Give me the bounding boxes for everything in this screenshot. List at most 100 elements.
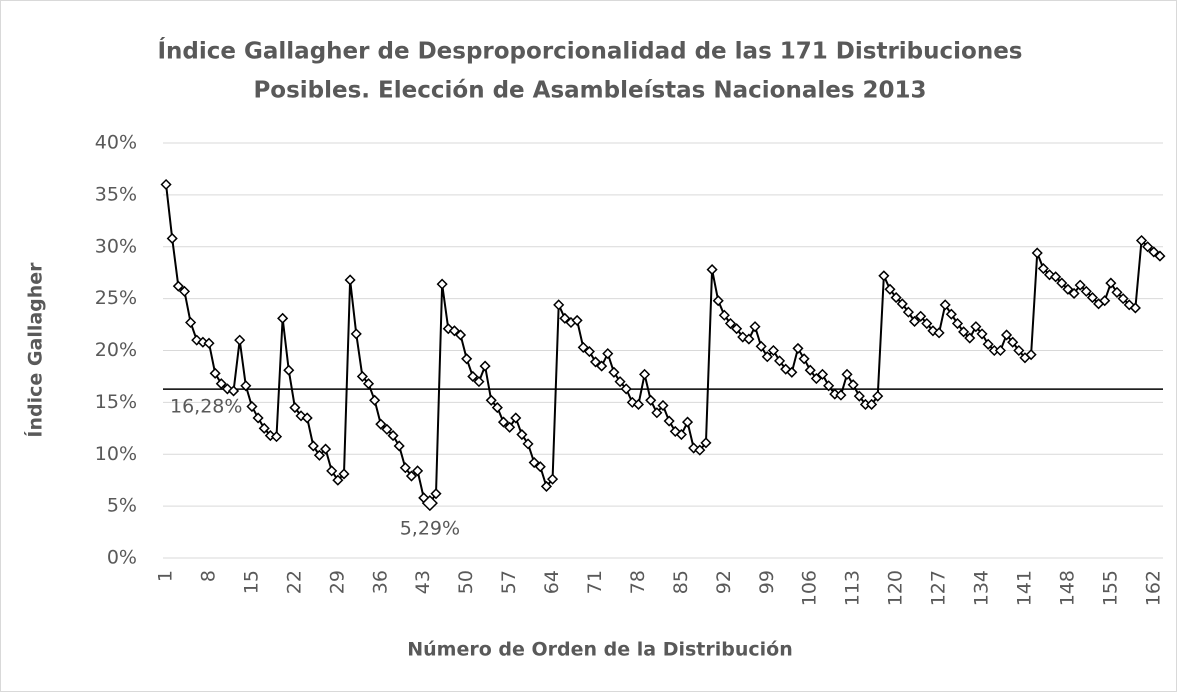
x-tick-label: 162	[1142, 570, 1164, 606]
data-point	[681, 416, 694, 428]
data-point	[810, 372, 822, 385]
x-tick-label: 134	[971, 570, 993, 606]
data-point	[412, 465, 424, 477]
x-tick-label: 64	[541, 570, 563, 594]
data-point	[1123, 299, 1135, 311]
data-point	[761, 351, 773, 363]
data-point	[632, 398, 645, 411]
data-point	[369, 394, 381, 406]
data-point	[669, 425, 681, 437]
data-point	[234, 334, 246, 346]
data-point	[896, 298, 908, 310]
data-point	[497, 416, 510, 428]
data-point	[639, 368, 651, 380]
data-point	[1031, 247, 1043, 259]
data-point	[724, 317, 737, 330]
x-tick-label: 36	[369, 570, 391, 594]
data-point	[1013, 344, 1025, 357]
data-point	[951, 317, 964, 330]
x-tick-label: 71	[584, 570, 606, 594]
data-point	[915, 310, 927, 322]
data-point	[534, 461, 546, 473]
data-point	[694, 444, 706, 456]
data-point	[1111, 286, 1123, 298]
data-point	[209, 367, 221, 379]
data-point	[252, 412, 264, 424]
data-point	[964, 332, 976, 344]
x-tick-label: 57	[498, 570, 520, 594]
chart-title: Índice Gallagher de Desproporcionalidad …	[158, 37, 1023, 65]
data-point	[1000, 329, 1013, 341]
data-point	[1148, 246, 1160, 258]
data-point	[332, 474, 344, 486]
data-point	[804, 364, 816, 376]
data-point	[467, 370, 479, 382]
data-point	[816, 368, 829, 380]
data-point	[227, 385, 240, 397]
data-point	[1154, 250, 1166, 262]
reference-label: 16,28%	[170, 396, 242, 418]
y-tick-label: 40%	[95, 132, 137, 154]
data-point	[461, 353, 473, 365]
data-point	[405, 470, 418, 482]
data-point	[596, 360, 608, 372]
data-point	[522, 438, 534, 450]
data-point	[614, 376, 626, 388]
data-point	[970, 321, 982, 333]
data-point	[221, 383, 233, 395]
x-tick-label: 8	[198, 570, 220, 582]
data-point	[258, 422, 270, 434]
data-point	[731, 323, 743, 335]
data-point	[737, 331, 749, 343]
x-tick-label: 29	[326, 570, 348, 594]
data-point	[246, 400, 258, 413]
data-point	[945, 308, 957, 320]
data-point	[356, 370, 368, 382]
data-point	[553, 299, 565, 311]
data-point	[608, 366, 620, 378]
data-point	[890, 292, 902, 304]
x-tick-label: 50	[455, 570, 477, 594]
data-point	[1086, 292, 1099, 304]
data-point	[902, 306, 914, 318]
data-point	[1037, 262, 1049, 275]
x-tick-label: 141	[1013, 570, 1035, 606]
x-tick-label: 92	[713, 570, 735, 594]
data-point	[1068, 287, 1080, 299]
data-point	[178, 285, 191, 297]
data-point	[399, 462, 411, 474]
data-point	[583, 345, 595, 358]
data-point	[528, 456, 540, 469]
data-point	[933, 327, 945, 339]
x-tick-label: 1	[155, 570, 177, 582]
data-point	[421, 495, 438, 512]
data-point	[240, 380, 252, 392]
data-point	[473, 376, 485, 388]
data-point	[958, 326, 970, 338]
data-point	[485, 394, 497, 406]
data-point	[577, 341, 589, 353]
data-point	[270, 431, 283, 443]
data-point	[712, 295, 724, 307]
data-point	[1080, 285, 1092, 297]
data-point	[1135, 234, 1148, 247]
data-point	[344, 274, 356, 286]
data-point	[651, 407, 663, 419]
y-tick-label: 0%	[107, 547, 137, 569]
data-point	[393, 440, 405, 452]
data-point	[289, 402, 301, 414]
data-point	[976, 328, 988, 340]
data-point	[326, 465, 338, 477]
data-point	[540, 480, 552, 492]
data-point	[1129, 302, 1141, 314]
x-tick-label: 155	[1099, 570, 1121, 606]
data-point	[866, 398, 878, 411]
data-point	[755, 340, 767, 352]
data-point	[878, 270, 890, 282]
data-point	[749, 321, 761, 333]
x-tick-label: 15	[240, 570, 262, 594]
x-tick-label: 43	[412, 570, 434, 594]
